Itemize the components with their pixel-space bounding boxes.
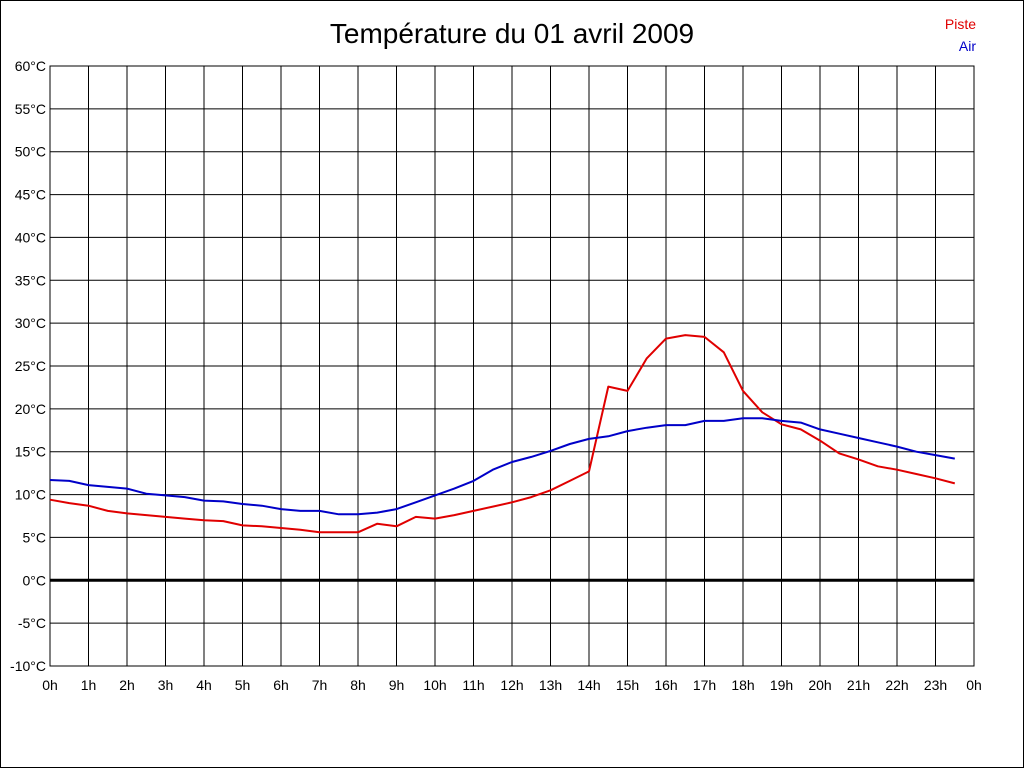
y-tick-label: 20°C	[15, 401, 46, 417]
chart-title: Température du 01 avril 2009	[329, 18, 695, 49]
x-tick-label: 20h	[808, 677, 831, 693]
x-tick-label: 0h	[966, 677, 982, 693]
x-tick-label: 13h	[539, 677, 562, 693]
y-tick-label: 35°C	[15, 272, 46, 288]
y-tick-label: 5°C	[23, 529, 47, 545]
y-tick-label: 45°C	[15, 187, 46, 203]
y-tick-label: 10°C	[15, 487, 46, 503]
y-tick-label: 25°C	[15, 358, 46, 374]
x-tick-label: 7h	[312, 677, 328, 693]
x-tick-label: 10h	[423, 677, 446, 693]
x-tick-label: 22h	[885, 677, 908, 693]
y-tick-label: -10°C	[10, 658, 46, 674]
series-line-air	[49, 417, 955, 516]
y-tick-label: 50°C	[15, 144, 46, 160]
x-tick-label: 11h	[462, 677, 484, 693]
x-tick-label: 2h	[119, 677, 135, 693]
x-tick-label: 8h	[350, 677, 366, 693]
x-tick-label: 1h	[81, 677, 97, 693]
x-tick-label: 4h	[196, 677, 212, 693]
x-tick-label: 17h	[693, 677, 716, 693]
x-tick-label: 16h	[654, 677, 677, 693]
y-tick-label: 0°C	[23, 572, 47, 588]
x-tick-label: 15h	[616, 677, 639, 693]
y-tick-label: 55°C	[15, 101, 46, 117]
x-tick-label: 6h	[273, 677, 289, 693]
x-tick-label: 23h	[924, 677, 947, 693]
x-tick-label: 9h	[389, 677, 405, 693]
y-tick-label: 60°C	[15, 58, 46, 74]
x-tick-label: 5h	[235, 677, 251, 693]
y-tick-label: 30°C	[15, 315, 46, 331]
x-tick-label: 0h	[42, 677, 58, 693]
legend: Piste Air	[945, 13, 976, 57]
x-tick-label: 18h	[731, 677, 754, 693]
y-tick-label: -5°C	[18, 615, 46, 631]
series-line-piste	[49, 334, 956, 534]
x-tick-label: 14h	[577, 677, 600, 693]
x-tick-label: 12h	[500, 677, 523, 693]
y-tick-label: 40°C	[15, 229, 46, 245]
legend-piste: Piste	[944, 16, 976, 32]
y-tick-label: 15°C	[15, 444, 46, 460]
legend-air: Air	[958, 38, 976, 54]
x-tick-label: 21h	[847, 677, 870, 693]
x-tick-label: 19h	[770, 677, 793, 693]
x-tick-label: 3h	[158, 677, 174, 693]
